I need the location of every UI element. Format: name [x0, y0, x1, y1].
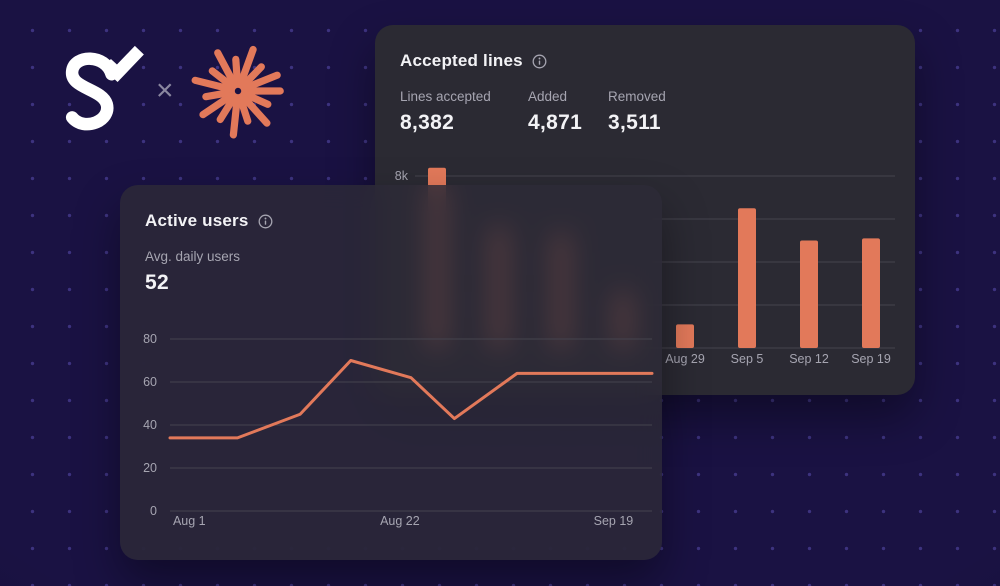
stat-value: 8,382: [400, 111, 455, 134]
svg-text:Sep 19: Sep 19: [594, 514, 634, 528]
active-users-title: Active users: [145, 211, 249, 230]
stat-added: Added 4,871: [528, 89, 608, 135]
accepted-lines-header: Accepted lines: [375, 25, 915, 71]
logo-row: ×: [52, 40, 286, 142]
svg-text:Aug 29: Aug 29: [665, 352, 705, 366]
stat-label: Lines accepted: [400, 89, 491, 104]
stat-value: 52: [145, 271, 169, 294]
s-check-brand-logo: [65, 45, 144, 131]
stat-lines-accepted: Lines accepted 8,382: [400, 89, 528, 135]
svg-text:Sep 5: Sep 5: [731, 352, 764, 366]
svg-text:0: 0: [150, 504, 157, 518]
svg-text:Sep 19: Sep 19: [851, 352, 891, 366]
svg-text:60: 60: [143, 375, 157, 389]
svg-text:20: 20: [143, 461, 157, 475]
svg-text:Aug 22: Aug 22: [380, 514, 420, 528]
info-icon-glyph: [258, 214, 272, 228]
multiply-icon: ×: [156, 74, 174, 107]
svg-text:8k: 8k: [395, 169, 409, 183]
stat-value: 4,871: [528, 111, 583, 134]
active-users-header: Active users: [120, 185, 662, 231]
svg-text:40: 40: [143, 418, 157, 432]
svg-text:Aug 1: Aug 1: [173, 514, 206, 528]
svg-text:Sep 12: Sep 12: [789, 352, 829, 366]
info-icon[interactable]: [258, 214, 273, 229]
info-icon[interactable]: [532, 54, 547, 69]
starburst-brand-logo: [191, 45, 284, 139]
accepted-lines-title: Accepted lines: [400, 51, 523, 70]
active-users-card: Active users Avg. daily users 52 80 60 40 2…: [120, 185, 662, 560]
accepted-lines-stats: Lines accepted 8,382 Added 4,871 Removed…: [375, 71, 915, 135]
stat-removed: Removed 3,511: [608, 89, 666, 135]
info-icon-glyph: [532, 54, 547, 68]
stat-label: Added: [528, 89, 568, 104]
stat-value: 3,511: [608, 111, 661, 134]
stat-label: Avg. daily users: [145, 249, 241, 264]
stat-label: Removed: [608, 89, 666, 104]
active-users-stat: Avg. daily users 52: [120, 231, 662, 295]
active-users-line-chart: 80 60 40 20 0 Aug 1 Aug 22 Sep 19: [143, 332, 654, 528]
svg-text:80: 80: [143, 332, 157, 346]
